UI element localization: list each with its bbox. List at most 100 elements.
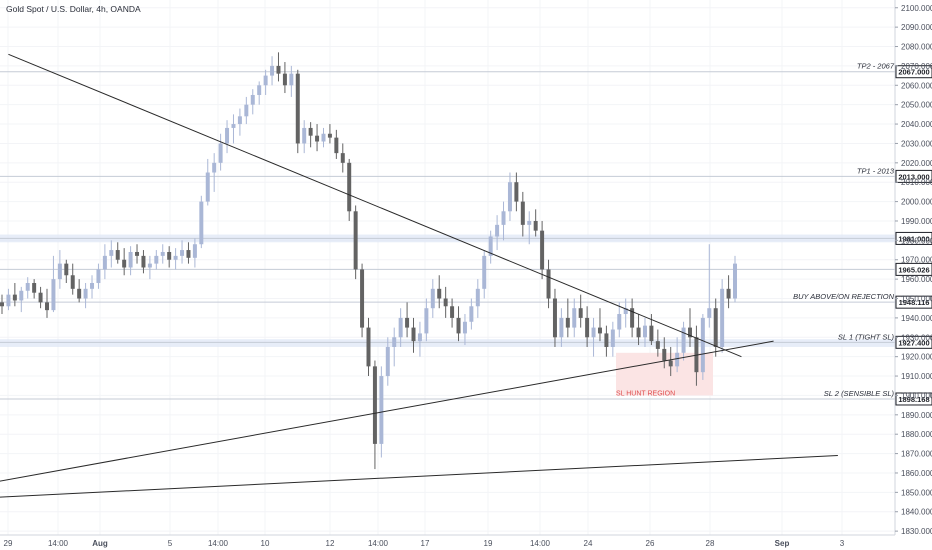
candle-body	[514, 182, 519, 202]
candle-body	[250, 94, 255, 105]
candle-body	[315, 135, 320, 142]
level-badge-text: 1927.400	[898, 338, 929, 347]
candle-body	[398, 317, 403, 338]
candle-body	[662, 348, 667, 361]
candle-body	[507, 182, 512, 212]
candle-body	[57, 263, 62, 280]
price-tick-label: 1880.000	[901, 430, 932, 439]
trendline	[8, 53, 742, 358]
price-tick-label: 1860.000	[901, 469, 932, 478]
time-tick-label: 17	[421, 539, 430, 548]
candle-body	[353, 211, 358, 270]
price-tick-label: 1870.000	[901, 450, 932, 459]
candle-body	[533, 220, 538, 231]
price-tick-label: 2040.000	[901, 120, 932, 129]
candle-body	[154, 255, 159, 264]
time-tick-label: 3	[840, 539, 845, 548]
candle-body	[585, 317, 590, 338]
price-tick-label: 1970.000	[901, 256, 932, 265]
candle-body	[482, 255, 487, 289]
candle-body	[649, 325, 654, 342]
candle-body	[437, 288, 442, 299]
candle-body	[340, 153, 345, 163]
candle-body	[218, 143, 223, 163]
candle-body	[707, 308, 712, 318]
price-tick-label: 2000.000	[901, 198, 932, 207]
candle-body	[668, 360, 673, 367]
candle-body	[366, 327, 371, 367]
candle-body	[38, 292, 43, 303]
time-tick-label: 5	[168, 539, 173, 548]
trendlines	[0, 53, 838, 498]
time-tick-label: 14:00	[48, 539, 69, 548]
candle-body	[687, 327, 692, 338]
candle-body	[308, 127, 313, 136]
candle-body	[237, 116, 242, 125]
candle-body	[186, 250, 191, 258]
candle-body	[430, 288, 435, 309]
candle-body	[282, 73, 287, 86]
candle-body	[0, 302, 4, 307]
candle-body	[462, 321, 467, 334]
candle-body	[475, 288, 480, 307]
level-badge-text: 2013.000	[898, 172, 929, 181]
price-tick-label: 1830.000	[901, 527, 932, 536]
level-badge-text: 2067.000	[898, 68, 929, 77]
candle-body	[578, 308, 583, 318]
price-tick-label: 2050.000	[901, 101, 932, 110]
candle-body	[90, 283, 95, 289]
time-tick-label: 14:00	[368, 539, 389, 548]
candle-body	[334, 137, 339, 154]
time-tick-label: 26	[646, 539, 655, 548]
candle-body	[720, 288, 725, 347]
candle-body	[411, 327, 416, 342]
candle-body	[636, 327, 641, 338]
candle-body	[552, 298, 557, 338]
candle-body	[360, 269, 365, 328]
level-label: TP2 - 2067	[857, 62, 895, 71]
price-tick-label: 1930.000	[901, 333, 932, 342]
chart-gridlines	[0, 0, 895, 535]
level-labels: SL HUNT REGION TP2 - 2067 TP1 - 2013 BUY AB…	[616, 62, 895, 398]
level-badge-text: 1981.000	[898, 234, 929, 243]
candle-body	[205, 172, 210, 202]
candle-body	[424, 308, 429, 334]
candle-body	[135, 251, 140, 256]
candle-body	[655, 341, 660, 349]
candle-body	[12, 294, 17, 301]
candle-body	[212, 162, 217, 173]
time-tick-label: 14:00	[208, 539, 229, 548]
time-tick-label: 14:00	[530, 539, 551, 548]
candle-body	[559, 317, 564, 338]
price-tick-label: 2080.000	[901, 43, 932, 52]
level-badge-text: 1948.116	[899, 298, 930, 307]
trendline	[0, 340, 774, 482]
time-axis: 29 14:00 Aug 5 14:00 10 12 14:00 17 19 14:00 24 26 28…	[0, 534, 895, 548]
price-tick-label: 1850.000	[901, 488, 932, 497]
candlesticks	[0, 52, 737, 470]
candle-body	[630, 308, 635, 328]
candle-body	[25, 283, 30, 291]
price-tick-label: 1950.000	[901, 295, 932, 304]
candle-body	[520, 201, 525, 225]
candle-body	[726, 288, 731, 299]
level-label: BUY ABOVE/ON REJECTION	[793, 292, 894, 301]
level-badge	[895, 262, 932, 276]
candle-body	[572, 308, 577, 328]
trendline	[0, 455, 838, 498]
candle-body	[642, 325, 647, 338]
price-tick-label: 1980.000	[901, 236, 932, 245]
candle-body	[417, 333, 422, 342]
candle-body	[128, 251, 133, 268]
candle-body	[565, 317, 570, 328]
candle-body	[257, 85, 262, 95]
candle-body	[610, 329, 615, 347]
price-tick-label: 2060.000	[901, 81, 932, 90]
candle-body	[32, 283, 37, 293]
candle-body	[456, 317, 461, 334]
level-badge	[895, 335, 932, 349]
time-tick-label: 12	[326, 539, 335, 548]
candle-body	[488, 236, 493, 256]
time-tick-label: Aug	[92, 539, 108, 548]
